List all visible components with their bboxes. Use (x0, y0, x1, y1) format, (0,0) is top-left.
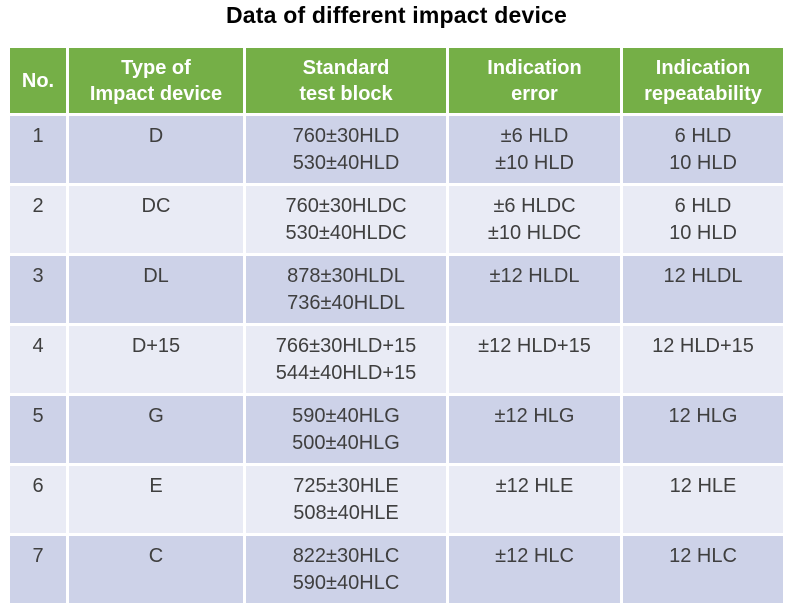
cell-repeat: 12 HLE (623, 466, 783, 533)
cell-no: 5 (10, 396, 66, 463)
cell-test-block: 760±30HLDC 530±40HLDC (246, 186, 446, 253)
cell-error: ±6 HLDC ±10 HLDC (449, 186, 620, 253)
cell-no: 2 (10, 186, 66, 253)
cell-no: 3 (10, 256, 66, 323)
table-row: 3 DL 878±30HLDL 736±40HLDL ±12 HLDL 12 H… (10, 256, 783, 323)
cell-no: 7 (10, 536, 66, 603)
cell-error: ±6 HLD ±10 HLD (449, 116, 620, 183)
table-row: 4 D+15 766±30HLD+15 544±40HLD+15 ±12 HLD… (10, 326, 783, 393)
cell-error: ±12 HLG (449, 396, 620, 463)
cell-repeat: 12 HLDL (623, 256, 783, 323)
col-header-error: Indication error (449, 48, 620, 113)
impact-device-table: No. Type of Impact device Standard test … (7, 45, 786, 606)
col-header-no: No. (10, 48, 66, 113)
cell-test-block: 725±30HLE 508±40HLE (246, 466, 446, 533)
cell-error: ±12 HLC (449, 536, 620, 603)
col-header-test-block: Standard test block (246, 48, 446, 113)
cell-repeat: 6 HLD 10 HLD (623, 186, 783, 253)
cell-error: ±12 HLDL (449, 256, 620, 323)
cell-no: 4 (10, 326, 66, 393)
cell-repeat: 12 HLG (623, 396, 783, 463)
cell-no: 6 (10, 466, 66, 533)
cell-type: DL (69, 256, 243, 323)
cell-no: 1 (10, 116, 66, 183)
cell-test-block: 878±30HLDL 736±40HLDL (246, 256, 446, 323)
cell-repeat: 6 HLD 10 HLD (623, 116, 783, 183)
cell-error: ±12 HLE (449, 466, 620, 533)
table-row: 6 E 725±30HLE 508±40HLE ±12 HLE 12 HLE (10, 466, 783, 533)
page-title: Data of different impact device (225, 2, 568, 28)
cell-repeat: 12 HLD+15 (623, 326, 783, 393)
col-header-type: Type of Impact device (69, 48, 243, 113)
table-row: 5 G 590±40HLG 500±40HLG ±12 HLG 12 HLG (10, 396, 783, 463)
cell-test-block: 766±30HLD+15 544±40HLD+15 (246, 326, 446, 393)
cell-repeat: 12 HLC (623, 536, 783, 603)
cell-type: C (69, 536, 243, 603)
cell-type: G (69, 396, 243, 463)
table-row: 7 C 822±30HLC 590±40HLC ±12 HLC 12 HLC (10, 536, 783, 603)
cell-error: ±12 HLD+15 (449, 326, 620, 393)
table-row: 1 D 760±30HLD 530±40HLD ±6 HLD ±10 HLD 6… (10, 116, 783, 183)
cell-type: D+15 (69, 326, 243, 393)
cell-type: DC (69, 186, 243, 253)
cell-type: E (69, 466, 243, 533)
cell-type: D (69, 116, 243, 183)
cell-test-block: 590±40HLG 500±40HLG (246, 396, 446, 463)
table-row: 2 DC 760±30HLDC 530±40HLDC ±6 HLDC ±10 H… (10, 186, 783, 253)
header-row: No. Type of Impact device Standard test … (10, 48, 783, 113)
cell-test-block: 822±30HLC 590±40HLC (246, 536, 446, 603)
col-header-repeatability: Indication repeatability (623, 48, 783, 113)
cell-test-block: 760±30HLD 530±40HLD (246, 116, 446, 183)
